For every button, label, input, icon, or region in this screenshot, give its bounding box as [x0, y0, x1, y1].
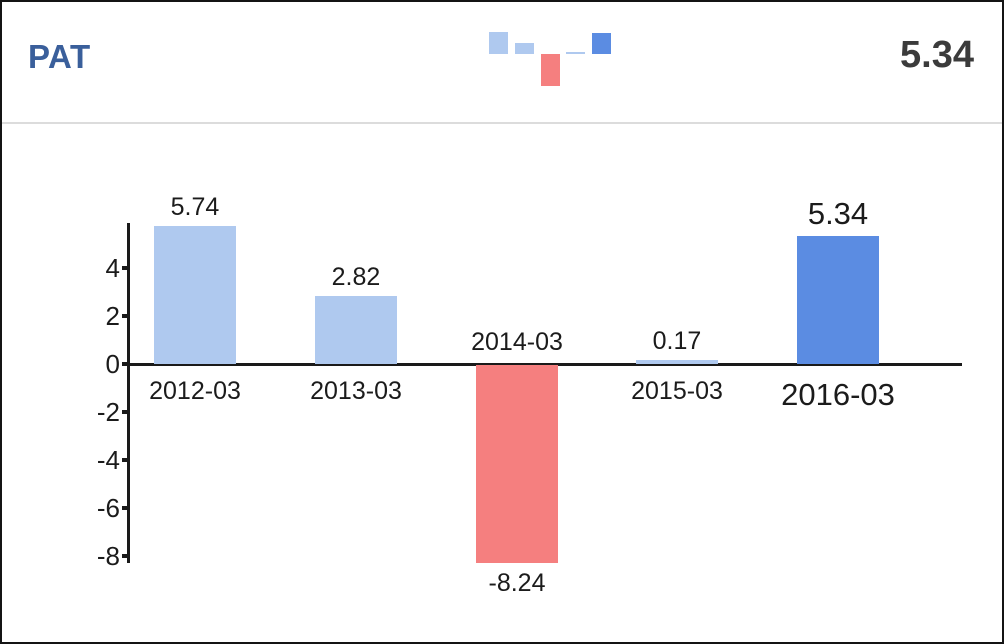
y-axis-line: [127, 223, 130, 563]
y-tick-label: 4: [105, 253, 120, 283]
y-tick-label: 2: [105, 301, 120, 331]
current-value: 5.34: [900, 34, 974, 76]
y-tick-mark: [122, 506, 127, 510]
y-tick-label: 0: [105, 349, 120, 379]
bar-2014-03: [476, 365, 558, 563]
sparkline-bar-2016-03: [592, 33, 612, 54]
sparkline-bar-2012-03: [489, 31, 508, 54]
bar-value-label: -8.24: [488, 568, 546, 597]
bar-2012-03: [154, 226, 236, 364]
bar-category-label: 2012-03: [149, 377, 241, 405]
y-tick-mark: [122, 362, 127, 366]
bar-2013-03: [315, 296, 397, 364]
bar-category-label: 2014-03: [471, 328, 563, 356]
trend-sparkline: [489, 30, 615, 88]
y-tick-mark: [122, 554, 127, 558]
sparkline-bar-2015-03: [566, 52, 586, 54]
bar-2015-03: [636, 359, 718, 364]
bar-value-label: 5.34: [807, 195, 869, 231]
y-tick-mark: [122, 458, 127, 462]
sparkline-bar-2014-03: [540, 54, 560, 86]
y-tick-label: -4: [96, 445, 120, 475]
y-tick-mark: [122, 314, 127, 318]
sparkline-bar-2013-03: [514, 43, 534, 54]
bar-2016-03: [797, 235, 879, 364]
y-tick-mark: [122, 410, 127, 414]
y-tick-mark: [122, 266, 127, 270]
y-tick-label: -2: [96, 397, 120, 427]
bar-value-label: 0.17: [652, 326, 702, 355]
bar-category-label: 2013-03: [310, 377, 402, 405]
card-header: PAT 5.34: [2, 2, 1002, 124]
bar-value-label: 5.74: [170, 193, 220, 222]
y-tick-label: -6: [96, 493, 120, 523]
bar-value-label: 2.82: [331, 263, 381, 292]
x-axis-line: [127, 363, 962, 366]
bar-category-label: 2016-03: [781, 377, 895, 412]
card-title: PAT: [28, 38, 91, 75]
y-tick-label: -8: [96, 541, 120, 571]
bar-category-label: 2015-03: [631, 377, 723, 405]
